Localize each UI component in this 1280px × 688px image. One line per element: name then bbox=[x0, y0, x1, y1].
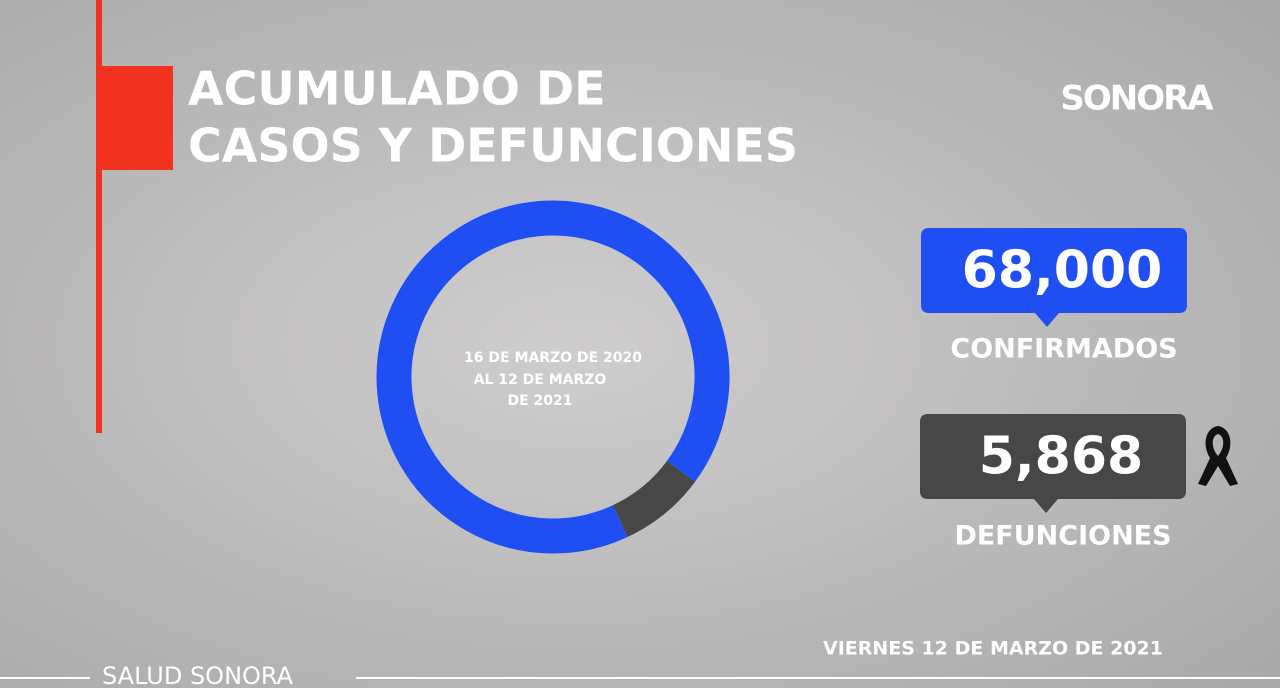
center-text: 16 DE MARZO DE 2020 bbox=[464, 350, 642, 366]
value-label: 68,000 bbox=[962, 241, 1163, 301]
value-label: 5,868 bbox=[979, 427, 1143, 487]
value-box bbox=[920, 414, 1186, 513]
donut-segment bbox=[376, 200, 730, 554]
stat-boxes: 68,000 CONFIRMADOS 5,868 DEFUNCIONES bbox=[920, 228, 1187, 552]
category-label: CONFIRMADOS bbox=[950, 334, 1177, 365]
center-text: DE 2021 bbox=[507, 393, 572, 409]
logo: SONORA bbox=[1060, 79, 1214, 119]
accent-block bbox=[96, 66, 173, 170]
accent-line bbox=[96, 0, 102, 433]
ribbon-icon bbox=[1198, 426, 1238, 486]
footer: SALUD SONORA bbox=[102, 662, 294, 688]
title-line: CASOS Y DEFUNCIONES bbox=[188, 119, 798, 173]
title-line: ACUMULADO DE bbox=[188, 62, 606, 116]
category-label: DEFUNCIONES bbox=[954, 521, 1171, 552]
value-box bbox=[921, 228, 1187, 327]
mourning-ribbon bbox=[1198, 426, 1238, 486]
date: VIERNES 12 DE MARZO DE 2021 bbox=[823, 638, 1163, 660]
center-text: AL 12 DE MARZO bbox=[474, 372, 607, 388]
donut-segment bbox=[612, 460, 696, 537]
